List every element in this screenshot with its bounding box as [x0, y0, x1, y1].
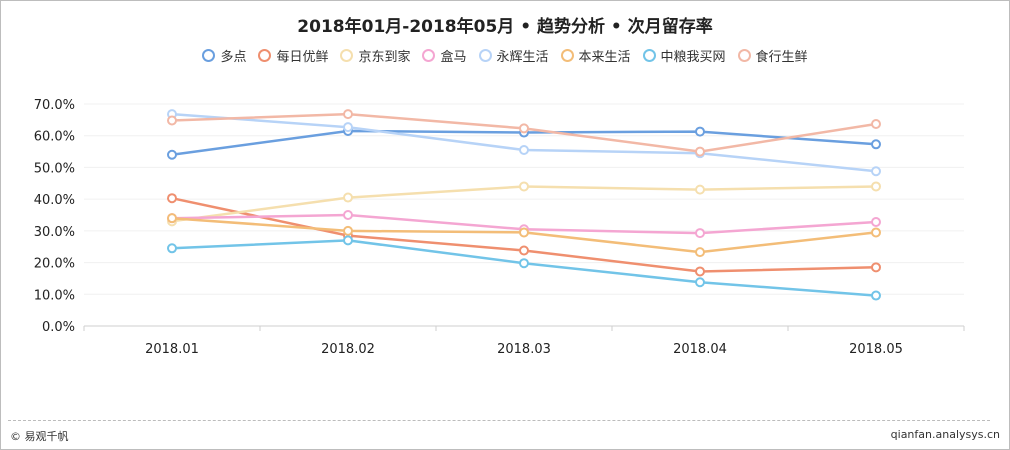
legend-label: 京东到家	[358, 50, 411, 65]
line-chart: 0.0% 10.0% 20.0% 30.0% 40.0% 50.0% 60.0% 70.0% 2…	[34, 98, 965, 357]
legend-item[interactable]: 每日优鲜	[258, 46, 328, 65]
legend-label: 永辉生活	[496, 50, 549, 65]
legend-marker-icon	[737, 49, 751, 62]
chart-legend: 多点 每日优鲜 京东到家 盒马 永辉生活 本来生活 中粮我买网 食行生鲜	[0, 46, 1010, 65]
legend-marker-icon	[258, 49, 272, 62]
legend-label: 每日优鲜	[276, 50, 329, 65]
data-point	[519, 181, 529, 192]
y-tick-label: 50.0%	[34, 161, 75, 176]
legend-label: 食行生鲜	[755, 50, 808, 65]
legend-label: 本来生活	[578, 50, 631, 65]
legend-item[interactable]: 盒马	[422, 46, 467, 65]
data-point	[343, 109, 353, 120]
data-point	[167, 213, 177, 224]
data-point	[519, 258, 529, 269]
data-point	[695, 277, 705, 288]
legend-item[interactable]: 多点	[202, 46, 246, 65]
legend-item[interactable]: 中粮我买网	[642, 46, 726, 65]
legend-item[interactable]: 永辉生活	[478, 46, 549, 65]
data-point	[167, 149, 177, 160]
y-tick-label: 60.0%	[34, 130, 75, 145]
data-point	[695, 146, 705, 157]
data-point	[519, 227, 529, 238]
data-point	[871, 139, 881, 150]
x-tick-label: 2018.02	[321, 342, 375, 357]
data-point	[343, 235, 353, 246]
x-tick-label: 2018.04	[673, 342, 727, 357]
data-point	[871, 118, 881, 129]
data-point	[695, 266, 705, 277]
y-tick-label: 40.0%	[34, 193, 75, 208]
data-point	[343, 210, 353, 220]
data-point	[695, 184, 705, 195]
legend-item[interactable]: 本来生活	[560, 46, 631, 65]
legend-marker-icon	[340, 49, 354, 62]
data-point	[871, 262, 881, 273]
data-point	[519, 123, 529, 134]
data-point	[519, 144, 529, 155]
data-point	[343, 192, 353, 203]
legend-marker-icon	[478, 49, 492, 62]
data-point	[871, 290, 881, 301]
x-tick-label: 2018.05	[849, 342, 903, 357]
legend-marker-icon	[560, 49, 574, 62]
legend-marker-icon	[422, 49, 436, 62]
copyright-text: © 易观千帆	[10, 430, 69, 443]
data-point	[343, 122, 353, 133]
data-point	[871, 166, 881, 177]
data-point	[695, 228, 705, 239]
legend-label: 多点	[220, 50, 247, 65]
y-tick-label: 10.0%	[34, 288, 75, 303]
y-tick-label: 0.0%	[42, 320, 75, 335]
legend-item[interactable]: 食行生鲜	[737, 46, 808, 65]
data-point	[343, 225, 353, 236]
series-line-5	[170, 112, 878, 173]
x-tick-label: 2018.03	[497, 342, 551, 357]
data-point	[695, 247, 705, 258]
x-tick-label: 2018.01	[145, 342, 199, 357]
chart-title: 2018年01月-2018年05月 • 趋势分析 • 次月留存率	[297, 17, 713, 37]
data-point	[167, 193, 177, 204]
legend-item[interactable]: 京东到家	[340, 46, 410, 65]
source-url: qianfan.analysys.cn	[890, 428, 1000, 441]
footer-divider	[8, 420, 990, 421]
data-point	[695, 126, 705, 137]
data-point	[871, 227, 881, 238]
y-tick-label: 30.0%	[34, 225, 75, 240]
data-point	[519, 245, 529, 256]
y-tick-label: 20.0%	[34, 257, 75, 272]
legend-label: 中粮我买网	[660, 50, 726, 65]
data-point	[871, 181, 881, 192]
legend-marker-icon	[642, 49, 656, 62]
legend-marker-icon	[202, 49, 216, 62]
data-point	[167, 115, 177, 126]
y-tick-label: 70.0%	[34, 98, 75, 113]
data-point	[167, 243, 177, 254]
data-point	[871, 216, 881, 227]
legend-label: 盒马	[440, 50, 467, 65]
